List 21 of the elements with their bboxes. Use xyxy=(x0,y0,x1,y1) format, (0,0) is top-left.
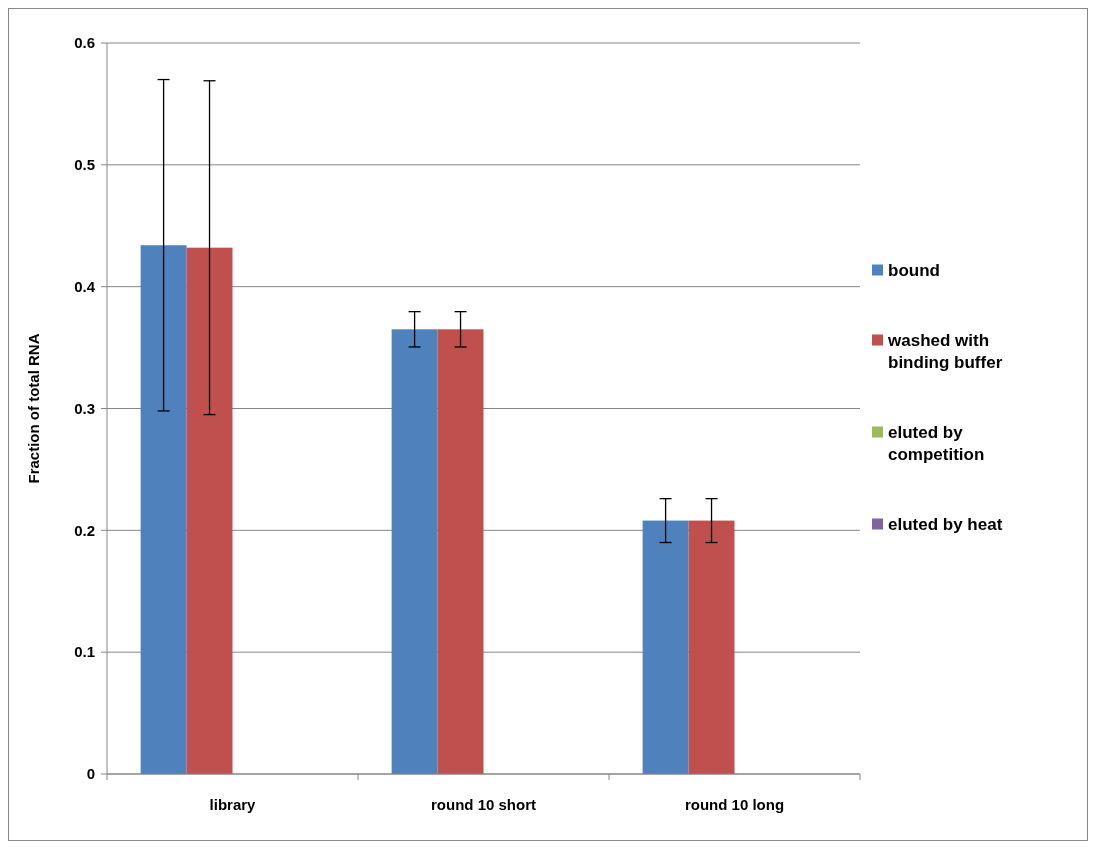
y-tick-label: 0.3 xyxy=(74,399,95,417)
y-axis-title: Fraction of total RNA xyxy=(25,333,42,484)
bar xyxy=(140,245,187,774)
legend-label: eluted by competition xyxy=(888,423,985,465)
y-tick-label: 0.4 xyxy=(74,277,96,295)
legend-label: washed with binding buffer xyxy=(887,331,1003,373)
y-tick-label: 0.1 xyxy=(74,643,95,661)
legend-label: bound xyxy=(888,261,940,281)
bar xyxy=(437,329,484,774)
bar xyxy=(391,329,438,774)
bar xyxy=(186,247,233,774)
y-tick-label: 0 xyxy=(86,765,95,783)
y-tick-label: 0.2 xyxy=(74,521,95,539)
x-tick-label: round 10 short xyxy=(430,796,537,813)
legend-label: eluted by heat xyxy=(888,515,1003,535)
bar xyxy=(642,520,689,774)
y-tick-label: 0.5 xyxy=(74,156,95,174)
y-tick-label: 0.6 xyxy=(74,34,95,52)
bar xyxy=(688,520,735,774)
x-tick-label: library xyxy=(209,796,257,813)
x-tick-label: round 10 long xyxy=(684,796,785,813)
